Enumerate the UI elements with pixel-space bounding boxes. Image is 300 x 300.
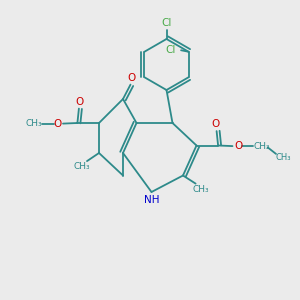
Text: O: O xyxy=(53,118,61,129)
Text: CH₃: CH₃ xyxy=(275,153,291,162)
Text: CH₃: CH₃ xyxy=(25,119,42,128)
Text: Cl: Cl xyxy=(165,45,176,55)
Text: O: O xyxy=(75,97,84,107)
Text: O: O xyxy=(212,119,220,130)
Text: Cl: Cl xyxy=(161,18,172,28)
Text: O: O xyxy=(234,141,243,151)
Text: CH₃: CH₃ xyxy=(73,162,90,171)
Text: NH: NH xyxy=(144,195,159,206)
Text: O: O xyxy=(127,73,135,83)
Text: CH₂: CH₂ xyxy=(253,142,270,151)
Text: CH₃: CH₃ xyxy=(192,184,209,194)
